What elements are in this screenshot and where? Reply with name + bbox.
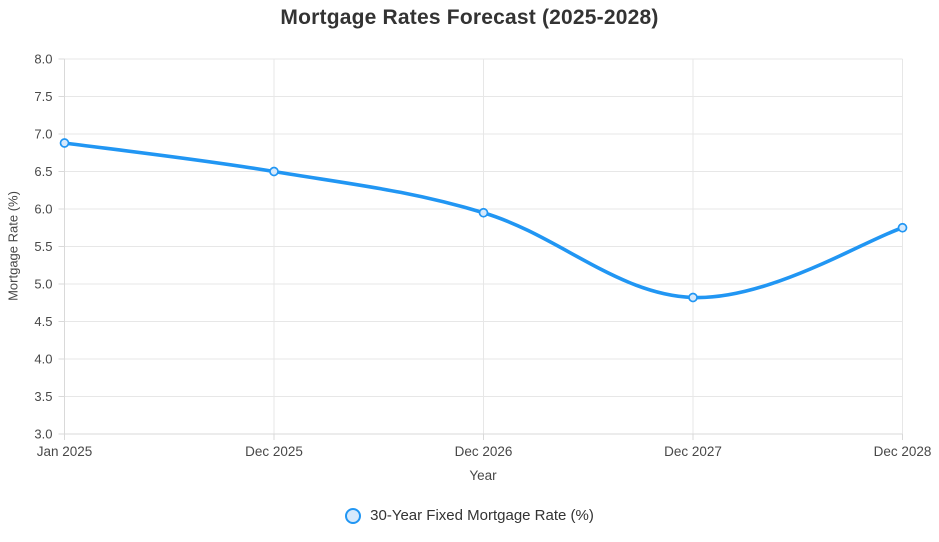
y-tick-label: 8.0	[34, 52, 52, 67]
y-tick-label: 6.5	[34, 164, 52, 179]
x-tick-label: Dec 2028	[874, 444, 932, 459]
data-point-2[interactable]	[478, 207, 489, 218]
chart-title: Mortgage Rates Forecast (2025-2028)	[280, 6, 659, 29]
x-tick-label: Dec 2025	[245, 444, 303, 459]
y-tick-label: 7.0	[34, 127, 52, 142]
y-tick-label: 4.5	[34, 314, 52, 329]
legend-point-icon	[345, 507, 362, 524]
legend-item-30-year-fixed[interactable]: 30-Year Fixed Mortgage Rate (%)	[345, 507, 594, 524]
data-point-4[interactable]	[897, 222, 908, 233]
y-tick-label: 5.0	[34, 277, 52, 292]
y-axis-title: Mortgage Rate (%)	[5, 191, 21, 301]
x-tick-label: Dec 2027	[664, 444, 722, 459]
y-tick-label: 5.5	[34, 239, 52, 254]
y-tick-label: 7.5	[34, 89, 52, 104]
x-tick-label: Jan 2025	[37, 444, 93, 459]
x-tick-label: Dec 2026	[455, 444, 513, 459]
data-point-1[interactable]	[269, 166, 279, 177]
x-axis-title: Year	[469, 468, 497, 483]
y-tick-label: 3.0	[34, 427, 52, 442]
legend-label: 30-Year Fixed Mortgage Rate (%)	[370, 507, 594, 524]
data-point-3[interactable]	[688, 292, 698, 303]
y-tick-label: 4.0	[34, 352, 52, 367]
data-point-0[interactable]	[59, 138, 70, 148]
y-tick-label: 6.0	[34, 202, 52, 217]
legend: 30-Year Fixed Mortgage Rate (%)	[0, 507, 939, 524]
y-tick-label: 3.5	[34, 389, 52, 404]
